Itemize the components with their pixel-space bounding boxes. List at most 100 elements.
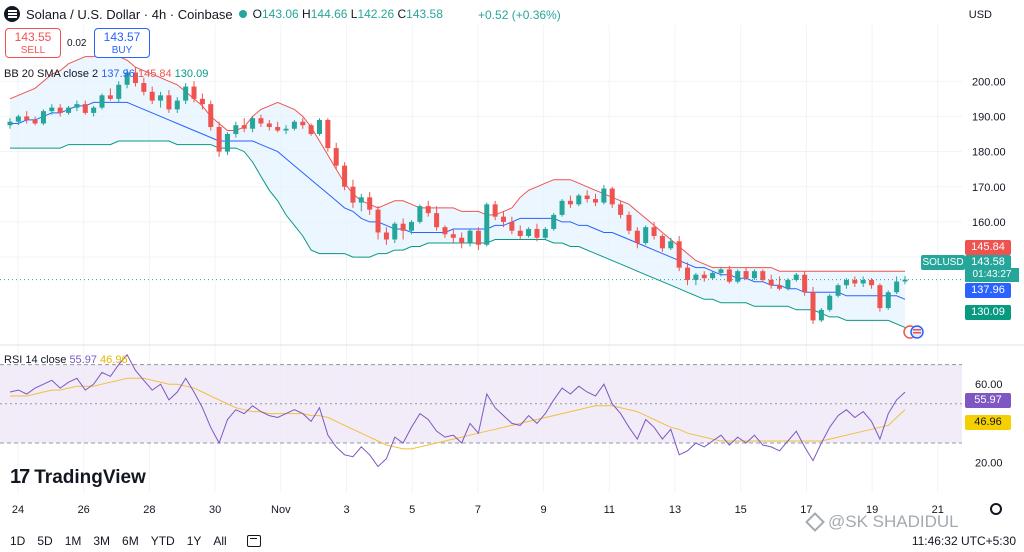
candle-body xyxy=(609,188,615,205)
candle-body xyxy=(141,83,147,92)
timeframe-all[interactable]: All xyxy=(213,534,227,548)
candle-body xyxy=(417,206,423,222)
rsi-ma-value: 46.96 xyxy=(100,354,128,366)
candle-body xyxy=(852,279,858,284)
candle-body xyxy=(191,86,197,99)
candle-body xyxy=(668,241,674,249)
candle-body xyxy=(408,221,415,231)
rsi-ma-price-tag: 46.96 xyxy=(965,415,1011,430)
candle-body xyxy=(902,279,908,282)
symbol-title[interactable]: Solana / U.S. Dollar · 4h · Coinbase xyxy=(26,6,233,22)
timeframe-ytd[interactable]: YTD xyxy=(150,534,175,548)
candle-body xyxy=(659,235,665,249)
candle-body xyxy=(300,121,306,126)
buy-label: BUY xyxy=(111,45,133,56)
time-axis-label: 26 xyxy=(78,504,90,516)
bb-basis-value: 137.96 xyxy=(101,68,135,80)
price-axis-label: 200.00 xyxy=(972,76,1006,88)
candle-body xyxy=(877,285,883,309)
bollinger-legend[interactable]: BB 20 SMA close 2 137.96 145.84 130.09 xyxy=(4,68,208,80)
time-axis-label: 21 xyxy=(932,504,944,516)
candle-body xyxy=(283,128,289,131)
currency-selector[interactable]: USD xyxy=(968,9,992,21)
clock: 11:46:32 UTC+5:30 xyxy=(911,534,1016,548)
candle-body xyxy=(82,104,88,113)
candle-body xyxy=(400,223,406,231)
bb-upper-price-tag: 145.84 xyxy=(965,240,1011,255)
sell-button[interactable]: 143.55 SELL xyxy=(5,28,61,58)
candle-body xyxy=(517,230,523,236)
rsi-axis-label: 60.00 xyxy=(975,379,1003,391)
candle-body xyxy=(333,148,339,166)
solana-logo-icon xyxy=(4,6,20,22)
watermark: @SK SHADIDUL xyxy=(805,512,959,532)
candle-body xyxy=(693,274,699,280)
rsi-line xyxy=(9,353,906,468)
candle-body xyxy=(567,200,573,205)
watermark-diamond-icon xyxy=(805,512,825,532)
timeframe-5d[interactable]: 5D xyxy=(37,534,53,548)
time-axis-label: 19 xyxy=(866,504,878,516)
candle-body xyxy=(534,228,540,238)
buy-button[interactable]: 143.57 BUY xyxy=(94,28,150,58)
candle-body xyxy=(475,230,481,245)
candle-body xyxy=(216,126,222,152)
candle-body xyxy=(726,269,732,282)
candle-body xyxy=(358,197,364,203)
candle-body xyxy=(626,214,632,231)
candle-body xyxy=(576,195,582,205)
calendar-icon[interactable] xyxy=(246,535,261,547)
candle-body xyxy=(500,216,507,222)
candle-body xyxy=(266,123,272,127)
time-axis-label: 28 xyxy=(143,504,155,516)
candle-body xyxy=(459,237,465,244)
time-axis-label: Nov xyxy=(271,504,291,516)
candle-body xyxy=(233,125,239,135)
bb-upper-value: 145.84 xyxy=(137,68,172,80)
economic-event-icon[interactable] xyxy=(902,323,926,341)
symbol-legend[interactable]: Solana / U.S. Dollar · 4h · Coinbase O14… xyxy=(4,6,443,22)
bb-lower-line xyxy=(10,140,906,328)
candle-body xyxy=(258,118,264,124)
price-axis-label: 180.00 xyxy=(972,147,1006,159)
candle-body xyxy=(316,119,322,135)
price-axis-label: 190.00 xyxy=(972,111,1006,123)
candle-body xyxy=(342,165,348,187)
candle-body xyxy=(434,213,440,228)
candle-body xyxy=(174,100,180,110)
bar-countdown: 01:43:27 xyxy=(965,268,1019,282)
timeframe-1d[interactable]: 1D xyxy=(10,534,26,548)
ohlc-values: O143.06 H144.66 L142.26 C143.58 xyxy=(252,7,443,21)
gear-icon[interactable] xyxy=(990,503,1002,515)
time-axis-label: 11 xyxy=(604,504,615,516)
timeframe-6m[interactable]: 6M xyxy=(122,534,139,548)
candle-body xyxy=(425,206,431,214)
candle-body xyxy=(132,72,138,84)
candle-body xyxy=(651,227,657,236)
candle-body xyxy=(718,269,724,273)
candle-body xyxy=(350,186,356,203)
candle-body xyxy=(860,279,866,284)
price-change: +0.52 (+0.36%) xyxy=(478,8,561,22)
tradingview-logo[interactable]: 17 TradingView xyxy=(10,466,146,489)
candle-body xyxy=(701,274,707,279)
candle-body xyxy=(367,197,373,210)
candle-body xyxy=(785,279,791,289)
candle-body xyxy=(810,292,816,321)
timeframe-3m[interactable]: 3M xyxy=(93,534,111,548)
symbol-price-label: SOLUSD xyxy=(921,255,965,270)
tradingview-mark-icon: 17 xyxy=(10,466,30,488)
time-axis-label: 5 xyxy=(409,504,415,516)
candle-body xyxy=(751,271,757,279)
buy-price: 143.57 xyxy=(103,30,141,44)
sell-price: 143.55 xyxy=(14,30,52,44)
timeframe-1y[interactable]: 1Y xyxy=(186,534,202,548)
rsi-legend[interactable]: RSI 14 close 55.97 46.96 xyxy=(4,354,128,366)
candle-body xyxy=(467,230,473,244)
bb-basis-price-tag: 137.96 xyxy=(965,283,1011,298)
time-axis-label: 30 xyxy=(209,504,221,516)
time-axis-label: 9 xyxy=(541,504,547,516)
candle-body xyxy=(66,107,72,113)
timeframe-1m[interactable]: 1M xyxy=(64,534,82,548)
